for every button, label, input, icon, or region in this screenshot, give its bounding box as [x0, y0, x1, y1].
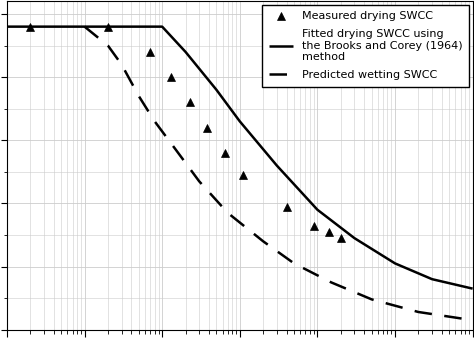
Fitted drying SWCC using
the Brooks and Corey (1964)
method	[315, 208, 320, 212]
Predicted wetting SWCC	[369, 297, 374, 301]
Predicted wetting SWCC	[119, 63, 125, 67]
Fitted drying SWCC using
the Brooks and Corey (1964)
method	[58, 25, 64, 29]
Predicted wetting SWCC	[416, 310, 421, 314]
Measured drying SWCC	[311, 223, 317, 227]
Fitted drying SWCC using
the Brooks and Corey (1964)
method	[392, 261, 398, 265]
Measured drying SWCC	[27, 25, 33, 29]
Fitted drying SWCC using
the Brooks and Corey (1964)
method	[429, 277, 435, 281]
Fitted drying SWCC using
the Brooks and Corey (1964)
method	[147, 25, 153, 29]
Fitted drying SWCC using
the Brooks and Corey (1964)
method	[82, 25, 87, 29]
Measured drying SWCC	[283, 204, 289, 209]
Predicted wetting SWCC	[196, 179, 202, 183]
Fitted drying SWCC using
the Brooks and Corey (1964)
method	[4, 25, 10, 29]
Fitted drying SWCC using
the Brooks and Corey (1964)
method	[136, 25, 142, 29]
Predicted wetting SWCC	[105, 44, 111, 48]
Measured drying SWCC	[338, 236, 344, 240]
Fitted drying SWCC using
the Brooks and Corey (1964)
method	[214, 88, 219, 92]
Measured drying SWCC	[187, 100, 193, 104]
Fitted drying SWCC using
the Brooks and Corey (1964)
method	[119, 25, 125, 29]
Measured drying SWCC	[240, 173, 246, 177]
Legend: Measured drying SWCC, Fitted drying SWCC using
the Brooks and Corey (1964)
metho: Measured drying SWCC, Fitted drying SWCC…	[262, 5, 469, 87]
Line: Measured drying SWCC: Measured drying SWCC	[26, 22, 345, 242]
Predicted wetting SWCC	[152, 119, 157, 123]
Measured drying SWCC	[204, 126, 210, 130]
Measured drying SWCC	[168, 75, 174, 79]
Predicted wetting SWCC	[173, 148, 179, 152]
Fitted drying SWCC using
the Brooks and Corey (1964)
method	[182, 50, 188, 54]
Measured drying SWCC	[105, 25, 111, 29]
Fitted drying SWCC using
the Brooks and Corey (1964)
method	[274, 164, 280, 168]
Predicted wetting SWCC	[291, 261, 297, 265]
Predicted wetting SWCC	[225, 211, 230, 215]
Fitted drying SWCC using
the Brooks and Corey (1964)
method	[237, 119, 243, 123]
Predicted wetting SWCC	[470, 318, 474, 322]
Fitted drying SWCC using
the Brooks and Corey (1964)
method	[105, 25, 111, 29]
Predicted wetting SWCC	[136, 94, 142, 98]
Predicted wetting SWCC	[328, 280, 334, 284]
Fitted drying SWCC using
the Brooks and Corey (1964)
method	[27, 25, 33, 29]
Predicted wetting SWCC	[260, 239, 266, 243]
Line: Predicted wetting SWCC: Predicted wetting SWCC	[84, 27, 473, 320]
Fitted drying SWCC using
the Brooks and Corey (1964)
method	[159, 25, 165, 29]
Fitted drying SWCC using
the Brooks and Corey (1964)
method	[470, 287, 474, 291]
Fitted drying SWCC using
the Brooks and Corey (1964)
method	[352, 236, 357, 240]
Measured drying SWCC	[326, 230, 332, 234]
Line: Fitted drying SWCC using
the Brooks and Corey (1964)
method: Fitted drying SWCC using the Brooks and …	[7, 27, 473, 289]
Predicted wetting SWCC	[82, 25, 87, 29]
Measured drying SWCC	[222, 151, 228, 155]
Measured drying SWCC	[147, 50, 153, 54]
